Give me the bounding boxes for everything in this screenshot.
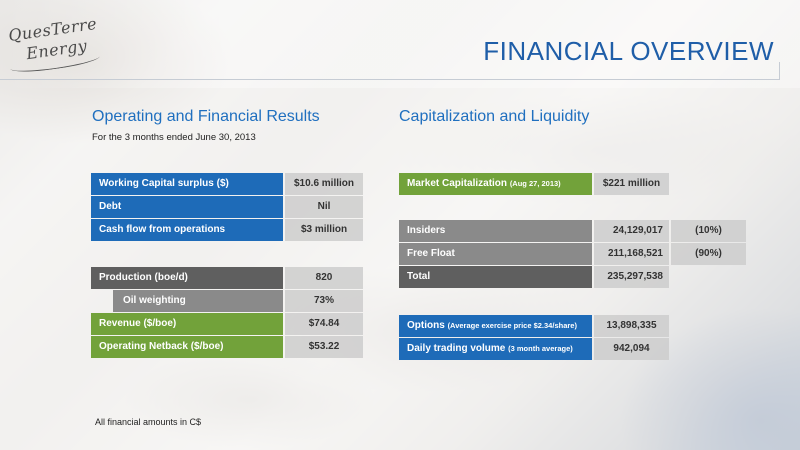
market-cap-label: Market Capitalization (Aug 27, 2013)	[399, 173, 592, 195]
working-capital-value: $10.6 million	[285, 173, 363, 195]
trading-volume-label-text: Daily trading volume	[407, 343, 506, 354]
footnote: All financial amounts in C$	[95, 417, 202, 427]
left-heading: Operating and Financial Results	[92, 108, 320, 125]
insiders-pct: (10%)	[671, 220, 746, 242]
cash-flow-value: $3 million	[285, 219, 363, 241]
left-subheading: For the 3 months ended June 30, 2013	[92, 132, 256, 143]
insiders-label: Insiders	[399, 220, 592, 242]
options-value: 13,898,335	[594, 315, 669, 337]
free-float-pct: (90%)	[671, 243, 746, 265]
netback-value: $53.22	[285, 336, 363, 358]
cash-flow-label: Cash flow from operations	[91, 219, 283, 241]
total-label: Total	[399, 266, 592, 288]
production-value: 820	[285, 267, 363, 289]
netback-label: Operating Netback ($/boe)	[91, 336, 283, 358]
oil-weighting-value: 73%	[285, 290, 363, 312]
revenue-value: $74.84	[285, 313, 363, 335]
working-capital-label: Working Capital surplus ($)	[91, 173, 283, 195]
revenue-label: Revenue ($/boe)	[91, 313, 283, 335]
trading-volume-value: 942,094	[594, 338, 669, 360]
title-rule	[0, 79, 780, 80]
title-rule-end	[779, 62, 780, 80]
total-value: 235,297,538	[594, 266, 669, 288]
trading-volume-label: Daily trading volume (3 month average)	[399, 338, 592, 360]
options-label-text: Options	[407, 320, 445, 331]
right-heading: Capitalization and Liquidity	[399, 108, 590, 125]
page-title: FINANCIAL OVERVIEW	[483, 36, 774, 66]
oil-weighting-label: Oil weighting	[113, 290, 283, 312]
trading-volume-note: (3 month average)	[508, 344, 573, 353]
company-logo: QuesTerre Energy	[4, 6, 114, 86]
free-float-value: 211,168,521	[594, 243, 669, 265]
insiders-value: 24,129,017	[594, 220, 669, 242]
header-band	[0, 0, 800, 88]
options-note: (Average exercise price $2.34/share)	[447, 321, 577, 330]
market-cap-label-text: Market Capitalization	[407, 178, 508, 189]
market-cap-note: (Aug 27, 2013)	[509, 179, 561, 188]
production-label: Production (boe/d)	[91, 267, 283, 289]
options-label: Options (Average exercise price $2.34/sh…	[399, 315, 592, 337]
debt-value: Nil	[285, 196, 363, 218]
debt-label: Debt	[91, 196, 283, 218]
free-float-label: Free Float	[399, 243, 592, 265]
market-cap-value: $221 million	[594, 173, 669, 195]
